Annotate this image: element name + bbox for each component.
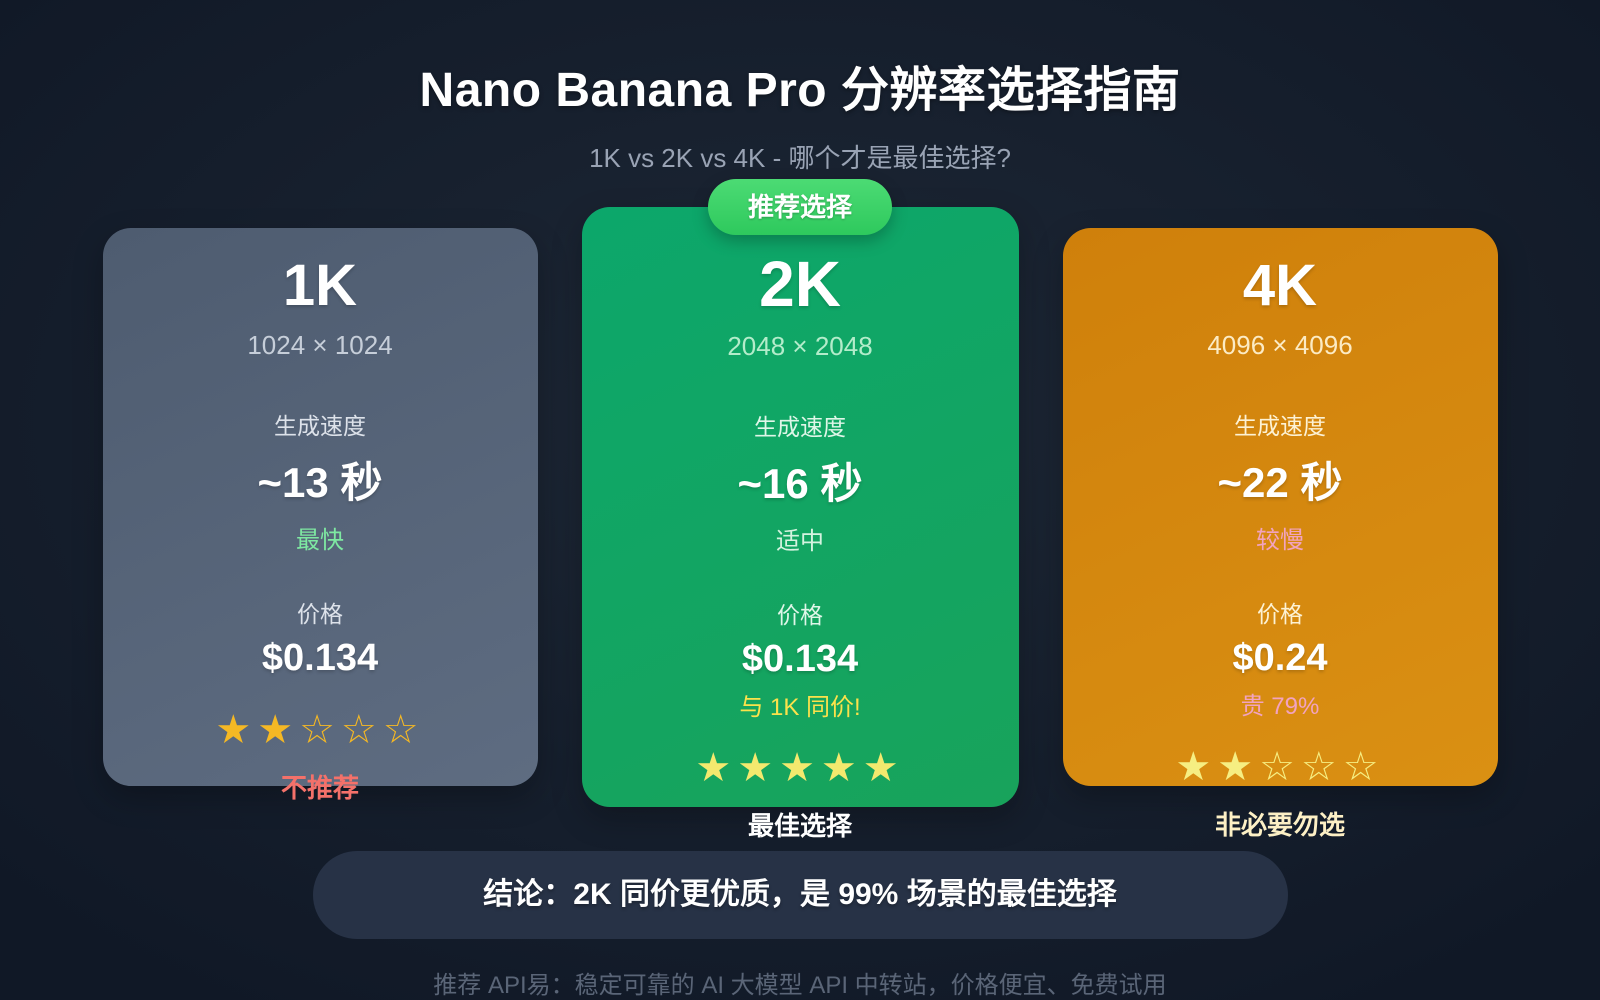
card-2k-resolution: 2048 × 2048: [727, 331, 873, 362]
card-4k-star-rating: ★★☆☆☆: [1175, 744, 1385, 789]
card-2k-price-label: 价格: [777, 602, 823, 629]
card-1k-price-label: 价格: [297, 600, 343, 627]
card-2k-speed-note: 适中: [776, 528, 824, 556]
card-4k-speed-label: 生成速度: [1234, 412, 1326, 439]
card-2k-title: 2K: [759, 248, 841, 320]
page-title: Nano Banana Pro 分辨率选择指南: [419, 64, 1181, 117]
resolution-cards-row: 1K 1024 × 1024 生成速度 ~13 秒 最快 价格 $0.134 ★…: [0, 179, 1600, 841]
card-1k: 1K 1024 × 1024 生成速度 ~13 秒 最快 价格 $0.134 ★…: [102, 228, 538, 803]
card-4k-title: 4K: [1242, 253, 1318, 318]
footer-note: 推荐 API易：稳定可靠的 AI 大模型 API 中转站，价格便宜、免费试用: [433, 972, 1167, 999]
card-2k-speed-value: ~16 秒: [737, 460, 863, 508]
card-1k-speed-label: 生成速度: [274, 412, 366, 439]
card-2k-speed-label: 生成速度: [754, 414, 846, 441]
card-1k-price-value: $0.134: [261, 636, 379, 679]
card-4k-speed-value: ~22 秒: [1217, 458, 1343, 506]
card-2k-star-rating: ★★★★★: [695, 746, 905, 791]
card-4k-price-label: 价格: [1257, 600, 1303, 627]
card-4k-speed-note: 较慢: [1256, 526, 1304, 554]
conclusion-banner: 结论：2K 同价更优质，是 99% 场景的最佳选择: [312, 851, 1288, 939]
card-2k-verdict: 最佳选择: [747, 811, 852, 842]
card-1k-speed-note: 最快: [296, 526, 344, 554]
card-1k-resolution: 1024 × 1024: [247, 329, 393, 360]
recommended-badge: 推荐选择: [707, 179, 893, 235]
card-1k-title: 1K: [282, 253, 358, 318]
card-2k-price-value: $0.134: [741, 638, 859, 681]
card-1k-verdict: 不推荐: [280, 772, 359, 803]
card-4k-price-value: $0.24: [1232, 636, 1328, 679]
card-4k-price-note: 贵 79%: [1240, 692, 1320, 720]
card-1k-speed-value: ~13 秒: [257, 458, 383, 506]
page-subtitle: 1K vs 2K vs 4K - 哪个才是最佳选择?: [589, 143, 1011, 173]
card-1k-star-rating: ★★☆☆☆: [215, 707, 425, 752]
card-2k: 推荐选择 2K 2048 × 2048 生成速度 ~16 秒 适中 价格 $0.…: [581, 179, 1019, 841]
card-4k-resolution: 4096 × 4096: [1207, 329, 1353, 360]
card-2k-price-note: 与 1K 同价!: [739, 694, 861, 722]
card-4k-verdict: 非必要勿选: [1214, 809, 1345, 840]
card-4k: 4K 4096 × 4096 生成速度 ~22 秒 较慢 价格 $0.24 贵 …: [1062, 228, 1498, 840]
